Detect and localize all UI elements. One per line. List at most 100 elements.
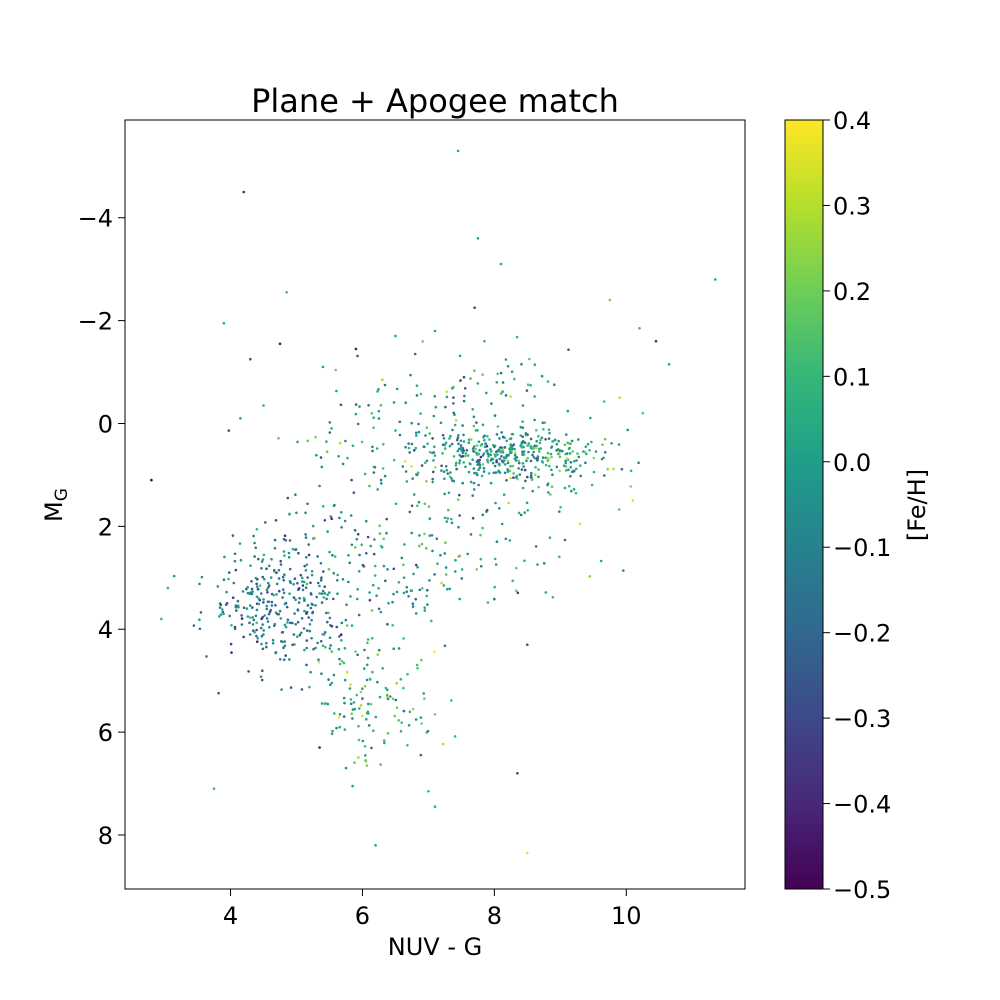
data-point	[310, 593, 313, 596]
data-point	[489, 453, 493, 457]
data-point	[471, 494, 475, 497]
data-point	[338, 662, 342, 666]
data-point	[352, 701, 356, 704]
data-point	[472, 481, 476, 485]
data-point	[449, 434, 452, 438]
data-point	[377, 417, 381, 420]
data-point	[283, 623, 287, 627]
data-point	[305, 646, 309, 650]
data-point	[410, 504, 414, 508]
data-point	[456, 149, 460, 153]
data-point	[416, 504, 419, 508]
data-point	[241, 590, 245, 593]
data-point	[347, 554, 350, 557]
data-point	[227, 577, 230, 581]
data-point	[359, 690, 363, 694]
data-point	[306, 439, 310, 443]
data-point	[418, 588, 422, 592]
data-point	[301, 584, 305, 587]
data-point	[521, 435, 524, 439]
data-point	[255, 608, 259, 612]
data-point	[349, 683, 352, 686]
data-point	[407, 442, 410, 445]
data-point	[288, 567, 292, 571]
data-point	[255, 634, 258, 638]
data-point	[221, 608, 224, 611]
data-point	[496, 372, 500, 376]
data-point	[223, 555, 226, 559]
data-point	[285, 291, 288, 294]
data-point	[277, 589, 281, 593]
data-point	[354, 403, 358, 406]
data-point	[219, 613, 223, 616]
data-point	[343, 678, 347, 682]
data-point	[548, 464, 551, 468]
data-point	[484, 442, 488, 446]
data-point	[430, 619, 433, 623]
data-point	[289, 581, 292, 585]
data-point	[350, 478, 353, 482]
data-point	[524, 479, 527, 483]
data-point	[316, 641, 319, 645]
data-point	[254, 614, 258, 618]
data-point	[251, 629, 255, 632]
data-point	[314, 646, 317, 650]
y-tick-label: −4	[78, 205, 113, 233]
data-point	[282, 646, 285, 649]
data-point	[329, 644, 333, 647]
data-point	[260, 617, 263, 621]
data-point	[344, 618, 348, 622]
data-point	[426, 729, 430, 733]
data-point	[540, 460, 544, 463]
data-point	[341, 462, 345, 466]
data-point	[565, 433, 568, 436]
data-point	[414, 446, 418, 450]
data-point	[265, 607, 269, 611]
data-point	[328, 421, 332, 424]
data-point	[364, 754, 367, 757]
data-point	[544, 438, 547, 441]
data-point	[166, 586, 170, 590]
data-point	[404, 445, 407, 449]
data-point	[436, 562, 439, 565]
data-point	[404, 470, 408, 473]
data-point	[351, 708, 355, 711]
data-point	[527, 442, 531, 445]
data-point	[330, 732, 334, 736]
data-point	[330, 517, 334, 521]
data-point	[489, 448, 492, 451]
data-point	[399, 730, 403, 733]
data-point	[483, 445, 487, 449]
data-point	[411, 707, 415, 711]
data-point	[277, 612, 280, 616]
data-point	[402, 563, 405, 567]
data-point	[536, 455, 540, 458]
data-point	[262, 598, 265, 601]
data-point	[326, 530, 329, 533]
data-point	[348, 561, 352, 565]
data-point	[274, 519, 278, 522]
data-point	[253, 555, 256, 558]
data-point	[252, 534, 255, 538]
data-point	[234, 568, 238, 572]
data-point	[529, 446, 533, 450]
data-point	[378, 524, 381, 527]
data-point	[222, 321, 226, 325]
data-point	[233, 625, 237, 629]
data-point	[445, 390, 449, 394]
data-point	[569, 474, 572, 478]
data-point	[345, 624, 349, 627]
data-point	[221, 610, 225, 614]
data-point	[414, 431, 418, 435]
data-point	[394, 698, 398, 702]
data-point	[515, 456, 519, 459]
data-point	[260, 642, 263, 646]
data-point	[416, 667, 419, 670]
data-point	[417, 422, 420, 426]
data-point	[275, 571, 278, 575]
data-point	[460, 577, 464, 580]
data-point	[386, 695, 389, 698]
data-point	[542, 428, 545, 431]
data-point	[602, 400, 606, 403]
data-point	[394, 429, 397, 432]
